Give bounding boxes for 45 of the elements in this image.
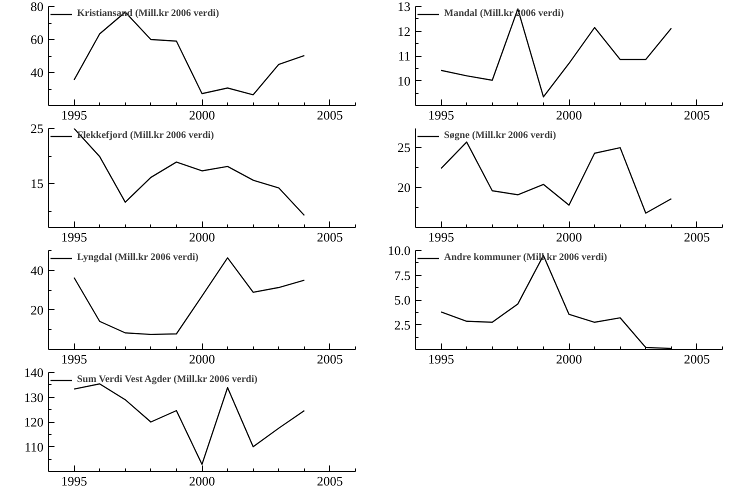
x-tick-label: 1995 (61, 474, 88, 488)
x-tick-label: 2000 (189, 474, 215, 488)
y-tick-label: 60 (30, 32, 44, 47)
y-tick-label: 140 (24, 365, 44, 380)
x-tick-label: 1995 (428, 108, 454, 122)
y-tick-label: 130 (24, 390, 44, 405)
y-tick-label: 11 (398, 48, 411, 64)
x-tick-label: 2005 (684, 108, 710, 122)
x-tick-label: 2005 (684, 230, 710, 244)
legend-label: Sum Verdi Vest Agder (Mill.kr 2006 verdi) (77, 374, 258, 385)
x-tick-label: 2000 (556, 352, 582, 366)
y-tick-label: 10 (398, 73, 410, 88)
legend-label: Lyngdal (Mill.kr 2006 verdi) (77, 252, 198, 263)
y-tick-label: 13 (398, 0, 410, 14)
y-tick-label: 2.5 (394, 317, 410, 332)
y-tick-label: 20 (30, 302, 44, 318)
x-tick-label: 1995 (61, 108, 88, 122)
y-tick-label: 110 (24, 439, 44, 454)
x-tick-label: 1995 (61, 230, 88, 244)
x-tick-label: 2000 (189, 230, 215, 244)
y-tick-label: 20 (398, 180, 410, 196)
x-tick-label: 2000 (556, 108, 582, 122)
x-tick-label: 2005 (316, 230, 343, 244)
x-tick-label: 2005 (316, 474, 343, 488)
x-tick-label: 2000 (189, 108, 215, 122)
x-tick-label: 1995 (61, 352, 88, 366)
y-tick-label: 15 (30, 176, 44, 191)
x-tick-label: 2005 (684, 352, 710, 366)
x-tick-label: 1995 (428, 352, 454, 366)
y-tick-label: 12 (398, 24, 410, 39)
x-tick-label: 2000 (556, 230, 582, 244)
y-tick-label: 40 (30, 262, 44, 278)
y-tick-label: 25 (398, 140, 410, 156)
x-tick-label: 1995 (428, 230, 454, 244)
y-tick-label: 10.0 (388, 243, 410, 258)
y-tick-label: 25 (30, 121, 44, 136)
y-tick-label: 5.0 (394, 292, 410, 308)
x-tick-label: 2005 (316, 352, 343, 366)
y-tick-label: 7.5 (394, 268, 410, 283)
y-tick-label: 80 (30, 0, 44, 14)
y-tick-label: 40 (30, 65, 44, 80)
y-tick-label: 120 (24, 414, 44, 430)
x-tick-label: 2005 (316, 108, 343, 122)
legend-label: Søgne (Mill.kr 2006 verdi) (444, 130, 556, 141)
x-tick-label: 2000 (189, 352, 215, 366)
